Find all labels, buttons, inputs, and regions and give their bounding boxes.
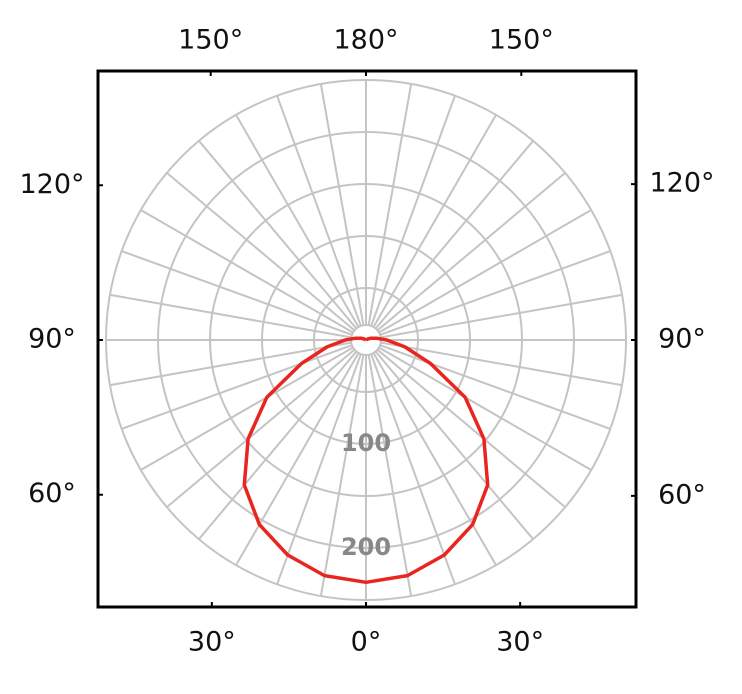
- spoke: [319, 83, 365, 326]
- spoke: [367, 354, 413, 597]
- spoke: [198, 350, 358, 540]
- spoke: [109, 341, 352, 387]
- spoke: [376, 348, 566, 508]
- ring-label: 100: [341, 429, 391, 457]
- angle-label: 60°: [28, 478, 76, 509]
- angle-label: 30°: [188, 627, 236, 658]
- angle-label: 120°: [649, 168, 714, 199]
- spoke: [235, 352, 360, 566]
- spoke: [140, 346, 354, 471]
- spoke: [372, 114, 497, 328]
- angle-label: 0°: [351, 627, 382, 658]
- spoke: [379, 344, 611, 430]
- spoke: [276, 95, 362, 327]
- spoke: [376, 172, 566, 332]
- angle-label: 120°: [19, 169, 84, 200]
- angle-label: 150°: [489, 25, 554, 56]
- spoke: [121, 250, 353, 336]
- angle-label: 150°: [178, 25, 243, 56]
- spoke: [166, 348, 356, 508]
- angle-label: 90°: [658, 324, 706, 355]
- ring: [313, 287, 419, 393]
- spoke: [380, 341, 623, 387]
- spoke: [319, 354, 365, 597]
- intensity-curve: [242, 336, 490, 585]
- angle-label: 60°: [658, 479, 706, 510]
- grid: [105, 79, 627, 601]
- ring: [157, 131, 575, 549]
- spoke: [235, 114, 360, 328]
- spoke: [370, 95, 456, 327]
- spoke: [380, 293, 623, 339]
- spoke: [276, 353, 362, 585]
- spoke: [374, 350, 534, 540]
- angle-label: 180°: [333, 25, 398, 56]
- spoke: [109, 293, 352, 339]
- ring: [105, 79, 627, 601]
- ring: [261, 235, 471, 445]
- angle-label: 90°: [28, 324, 76, 355]
- spoke: [367, 83, 413, 326]
- spoke: [166, 172, 356, 332]
- spoke: [370, 353, 456, 585]
- spoke: [379, 250, 611, 336]
- spoke: [378, 209, 592, 334]
- spoke: [121, 344, 353, 430]
- spoke: [378, 346, 592, 471]
- ring: [209, 183, 523, 497]
- angle-label: 30°: [496, 627, 544, 658]
- spoke: [372, 352, 497, 566]
- spoke: [140, 209, 354, 334]
- spoke: [198, 140, 358, 330]
- spoke: [374, 140, 534, 330]
- ring-label: 200: [341, 533, 391, 561]
